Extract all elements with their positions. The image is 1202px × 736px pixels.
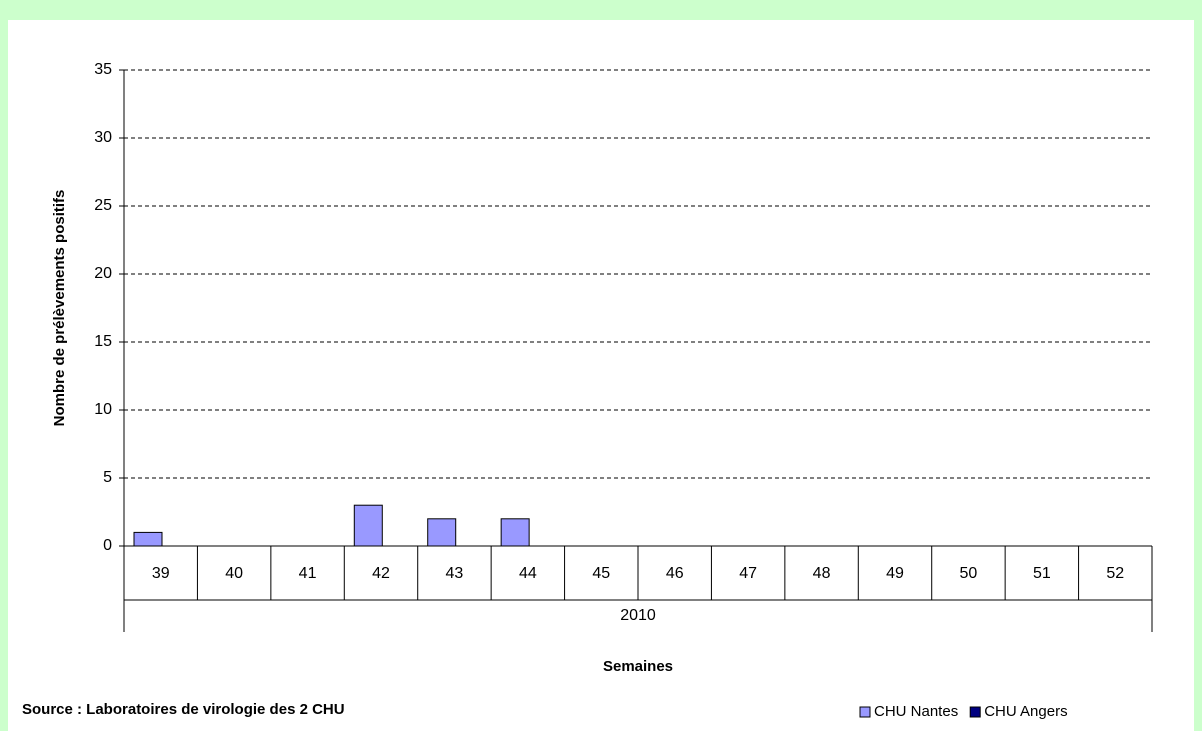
x-tick-label: 44	[519, 565, 537, 582]
x-tick-label: 40	[225, 565, 243, 582]
x-tick-label: 51	[1033, 565, 1051, 582]
x-tick-label: 39	[152, 565, 170, 582]
bar	[500, 518, 530, 547]
y-tick-label: 30	[94, 129, 112, 146]
x-tick-label: 47	[739, 565, 757, 582]
y-axis-label: Nombre de prélèvements positifs	[51, 190, 68, 427]
chart-area	[8, 20, 1194, 731]
group-label: 2010	[620, 607, 656, 624]
y-tick-label: 25	[94, 197, 112, 214]
x-tick-label: 52	[1106, 565, 1124, 582]
legend-swatch	[969, 706, 981, 718]
x-tick-label: 42	[372, 565, 390, 582]
bar	[353, 504, 383, 547]
legend-swatch	[859, 706, 871, 718]
x-tick-label: 48	[813, 565, 831, 582]
x-axis-label: Semaines	[603, 658, 673, 675]
y-tick-label: 10	[94, 401, 112, 418]
bar	[133, 531, 163, 547]
source-note: Source : Laboratoires de virologie des 2…	[22, 701, 345, 718]
x-tick-label: 50	[960, 565, 978, 582]
legend-label: CHU Angers	[984, 703, 1067, 720]
y-tick-label: 0	[103, 537, 112, 554]
x-tick-label: 46	[666, 565, 684, 582]
x-tick-label: 43	[446, 565, 464, 582]
y-tick-label: 20	[94, 265, 112, 282]
x-tick-label: 41	[299, 565, 317, 582]
y-tick-label: 15	[94, 333, 112, 350]
x-tick-label: 45	[592, 565, 610, 582]
x-tick-label: 49	[886, 565, 904, 582]
legend-label: CHU Nantes	[874, 703, 958, 720]
y-tick-label: 35	[94, 61, 112, 78]
bar	[427, 518, 457, 547]
y-tick-label: 5	[103, 469, 112, 486]
